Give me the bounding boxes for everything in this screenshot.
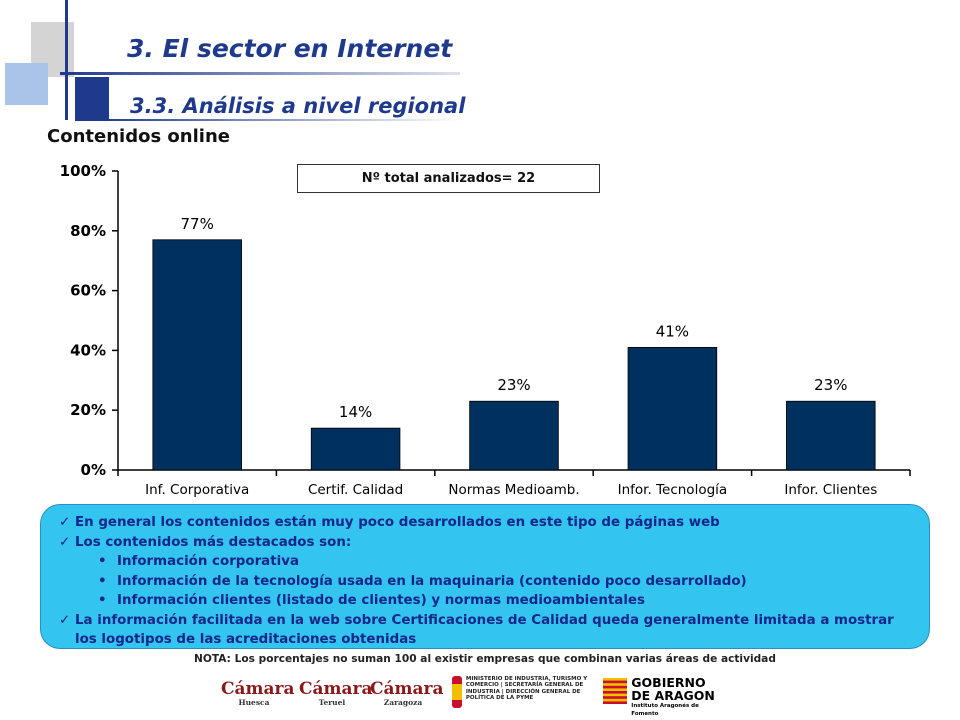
note-text: En general los contenidos están muy poco… — [75, 515, 720, 530]
bar-chart: 0% 20% 40% 60% 80% 100% 77% Inf. Corporativa 14%… — [60, 162, 911, 498]
bar — [627, 347, 718, 471]
decor-horizontal-line — [60, 72, 460, 75]
note-text: Información clientes (listado de cliente… — [117, 593, 645, 608]
note-item: ✓ Los contenidos más destacados son: — [59, 533, 919, 553]
checkmark-icon: ✓ — [59, 612, 71, 628]
checkmark-icon: ✓ — [59, 515, 71, 530]
decor-blue-square — [5, 63, 48, 105]
decor-vertical-line — [65, 0, 68, 120]
notes-panel: ✓ En general los contenidos están muy poc… — [40, 504, 930, 649]
camara-zaragoza-logo: Cámara Zaragoza — [370, 679, 444, 707]
note-subitem: • Información corporativa — [59, 552, 919, 572]
data-label: 41% — [656, 322, 689, 340]
camara-teruel-logo: Cámara Teruel — [299, 679, 373, 707]
x-tick-label: Certif. Calidad — [308, 482, 403, 498]
note-item: ✓ La información facilitada en la web sob… — [59, 611, 919, 650]
data-label: 23% — [814, 376, 847, 394]
data-label: 23% — [497, 376, 530, 394]
bar — [469, 400, 559, 471]
y-tick-label: 0% — [81, 461, 106, 479]
y-tick-label: 40% — [70, 341, 106, 359]
page-subtitle: 3.3. Análisis a nivel regional — [130, 94, 466, 118]
data-label: 77% — [181, 215, 214, 233]
page-title: 3. El sector en Internet — [127, 34, 453, 63]
bar — [310, 427, 401, 471]
gobierno-aragon-logo: GOBIERNO DE ARAGON Instituto Aragonés de… — [603, 676, 715, 717]
bullet-icon: • — [98, 554, 107, 569]
x-tick-label: Inf. Corporativa — [145, 482, 249, 498]
footnote: NOTA: Los porcentajes no suman 100 al ex… — [194, 653, 776, 665]
y-tick-label: 20% — [70, 401, 106, 419]
note-item: ✓ En general los contenidos están muy poc… — [59, 513, 919, 533]
x-tick-label: Normas Medioamb. — [448, 482, 579, 498]
x-tick-label: Infor. Tecnología — [618, 482, 728, 498]
section-title: Contenidos online — [47, 126, 230, 147]
note-text: Información corporativa — [117, 554, 299, 569]
bar — [786, 400, 876, 471]
spain-shield-icon — [452, 676, 462, 708]
note-subitem: • Información de la tecnología usada en l… — [59, 572, 919, 592]
bullet-icon: • — [98, 593, 107, 608]
data-label: 14% — [339, 403, 372, 421]
x-tick-label: Infor. Clientes — [784, 482, 877, 498]
note-text: La información facilitada en la web sobr… — [75, 612, 894, 648]
camara-huesca-logo: Cámara Huesca — [221, 679, 295, 707]
aragon-flag-icon — [603, 677, 628, 705]
note-text: Información de la tecnología usada en la… — [117, 573, 747, 589]
bar — [152, 239, 242, 471]
y-tick-label: 60% — [70, 282, 106, 300]
y-tick-label: 100% — [60, 162, 106, 180]
decor-subtitle-line — [100, 119, 460, 121]
bullet-icon: • — [98, 573, 107, 589]
note-subitem: • Información clientes (listado de client… — [59, 591, 919, 611]
y-tick-label: 80% — [70, 222, 106, 240]
ministerio-logo: MINISTERIO DE INDUSTRIA, TURISMO Y COMER… — [452, 676, 590, 712]
decor-navy-square — [75, 77, 109, 121]
note-text: Los contenidos más destacados son: — [75, 534, 352, 550]
total-analyzed-box: Nº total analizados= 22 — [297, 164, 600, 193]
checkmark-icon: ✓ — [59, 534, 71, 550]
